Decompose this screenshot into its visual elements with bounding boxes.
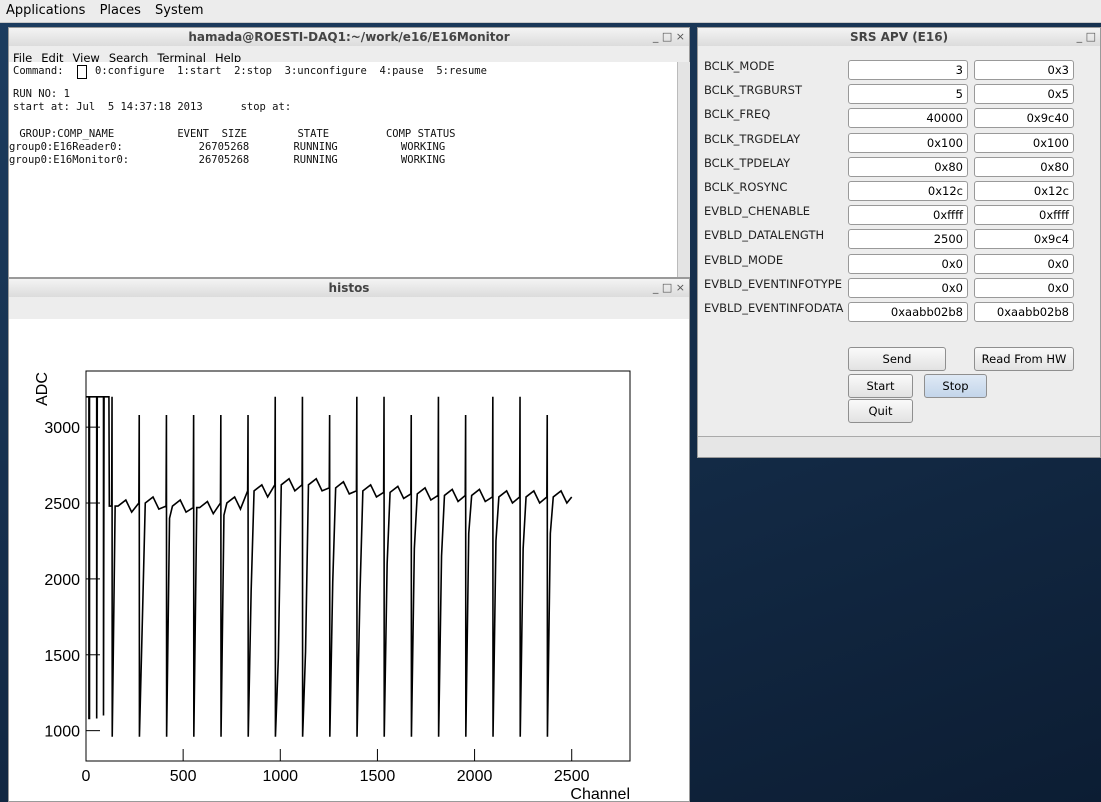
menu[interactable]: Applications <box>6 3 86 18</box>
y-tick-label: 1500 <box>44 648 80 665</box>
y-axis-label: ADC <box>34 372 51 406</box>
menu-item[interactable]: View <box>72 51 100 65</box>
value-field[interactable]: 2500 <box>848 229 968 250</box>
terminal-line: RUN NO: 1 <box>13 88 70 100</box>
x-tick-label: 1000 <box>262 768 298 785</box>
menu-item[interactable]: Edit <box>41 51 64 65</box>
param-label: EVBLD_CHENABLE <box>704 204 811 219</box>
x-tick-label: 1500 <box>360 768 396 785</box>
x-tick-label: 0 <box>82 768 91 785</box>
x-tick-label: 2500 <box>554 768 590 785</box>
plot-frame <box>85 370 631 762</box>
menu-item[interactable]: Terminal <box>157 51 206 65</box>
hex-field[interactable]: 0x9c40 <box>974 108 1074 129</box>
value-field[interactable]: 40000 <box>848 108 968 129</box>
options: 0:configure 1:start 2:stop 3:unconfigure… <box>95 65 487 77</box>
x-tick-label: 500 <box>170 768 197 785</box>
window-controls[interactable]: _ □ × <box>652 281 685 294</box>
title-bar: hamada@ROESTI-DAQ1:~/work/e16/E16Monitor… <box>9 28 689 46</box>
button[interactable]: Stop <box>924 374 987 398</box>
x-axis-label: Channel <box>570 786 630 801</box>
y-tick-label: 2500 <box>44 496 80 513</box>
param-label: BCLK_TRGDELAY <box>704 131 801 146</box>
button[interactable]: Start <box>848 374 913 398</box>
param-label: BCLK_FREQ <box>704 107 771 122</box>
menu-item[interactable]: Search <box>108 51 149 65</box>
waveform <box>86 396 573 737</box>
hex-field[interactable]: 0xffff <box>974 205 1074 226</box>
y-tick-label: 2000 <box>44 572 80 589</box>
value-field[interactable]: 5 <box>848 84 968 105</box>
srs-window: SRS APV (E16) _ □ BCLK_MODE 3 0x3 BCLK_TRGBU… <box>697 27 1101 458</box>
window-title: hamada@ROESTI-DAQ1:~/work/e16/E16Monitor <box>188 30 510 44</box>
menu[interactable]: Places <box>99 3 141 18</box>
value-field[interactable]: 0x12c <box>848 181 968 201</box>
terminal-line: group0:E16Reader0: 26705268 RUNNING WORK… <box>9 141 446 153</box>
title-bar: histos _ □ × <box>9 279 689 297</box>
param-label: EVBLD_EVENTINFOTYPE <box>704 276 842 291</box>
button[interactable]: Send <box>848 347 946 371</box>
terminal-window: hamada@ROESTI-DAQ1:~/work/e16/E16Monitor… <box>8 27 690 278</box>
hex-field[interactable]: 0x5 <box>974 84 1074 105</box>
scrollbar[interactable] <box>677 62 690 277</box>
status-bar <box>698 436 1100 457</box>
cursor <box>77 65 87 79</box>
hex-field[interactable]: 0x80 <box>974 156 1074 177</box>
y-tick-label: 3000 <box>44 420 80 437</box>
terminal-line: GROUP:COMP_NAME EVENT SIZE STATE COMP ST… <box>13 128 456 140</box>
hex-field[interactable]: 0x12c <box>974 181 1074 201</box>
prompt: Command: <box>13 65 64 77</box>
terminal-line: group0:E16Monitor0: 26705268 RUNNING WOR… <box>9 154 446 166</box>
param-label: BCLK_TRGBURST <box>704 83 802 98</box>
hex-field[interactable]: 0x100 <box>974 132 1074 153</box>
param-label: BCLK_TPDELAY <box>704 155 791 170</box>
value-field[interactable]: 0xffff <box>848 205 968 226</box>
value-field[interactable]: 0x0 <box>848 277 968 298</box>
param-label: BCLK_ROSYNC <box>704 180 788 194</box>
menu-item[interactable]: File <box>13 51 33 65</box>
y-tick-label: 1000 <box>44 724 80 741</box>
window-controls[interactable]: _ □ × <box>652 30 685 43</box>
menu-bar: File Edit View Search Terminal Help <box>13 47 250 66</box>
x-tick-label: 2000 <box>457 768 493 785</box>
param-label: EVBLD_DATALENGTH <box>704 228 825 243</box>
menu[interactable]: System <box>155 3 204 18</box>
param-label: BCLK_MODE <box>704 59 775 73</box>
hex-field[interactable]: 0x0 <box>974 253 1074 274</box>
value-field[interactable]: 0x0 <box>848 253 968 274</box>
menu-item[interactable]: Help <box>214 51 242 65</box>
value-field[interactable]: 0x100 <box>848 132 968 153</box>
value-field[interactable]: 0x80 <box>848 156 968 177</box>
terminal-body: Command: 0:configure 1:start 2:stop 3:un… <box>9 62 677 277</box>
terminal-line: start at: Jul 5 14:37:18 2013 stop at: <box>13 101 292 113</box>
histos-window: histos _ □ × 1000 1500 2000 2500 3000 0 500 1000… <box>8 278 690 802</box>
value-field[interactable]: 0xaabb02b8 <box>848 302 968 322</box>
button[interactable]: Quit <box>848 399 913 423</box>
hex-field[interactable]: 0xaabb02b8 <box>974 302 1074 322</box>
button[interactable]: Read From HW <box>974 347 1074 371</box>
hex-field[interactable]: 0x0 <box>974 277 1074 298</box>
top-panel: Applications Places System <box>0 0 1101 23</box>
window-title: SRS APV (E16) <box>849 30 949 44</box>
value-field[interactable]: 3 <box>848 60 968 80</box>
param-label: EVBLD_MODE <box>704 252 784 267</box>
title-bar: SRS APV (E16) _ □ <box>698 28 1100 46</box>
hex-field[interactable]: 0x9c4 <box>974 229 1074 250</box>
window-title: histos <box>328 281 370 295</box>
param-label: EVBLD_EVENTINFODATA <box>704 301 844 315</box>
canvas: 1000 1500 2000 2500 3000 0 500 1000 1500 2000 2500… <box>9 319 689 801</box>
window-controls[interactable]: _ □ <box>1076 30 1096 43</box>
hex-field[interactable]: 0x3 <box>974 60 1074 80</box>
